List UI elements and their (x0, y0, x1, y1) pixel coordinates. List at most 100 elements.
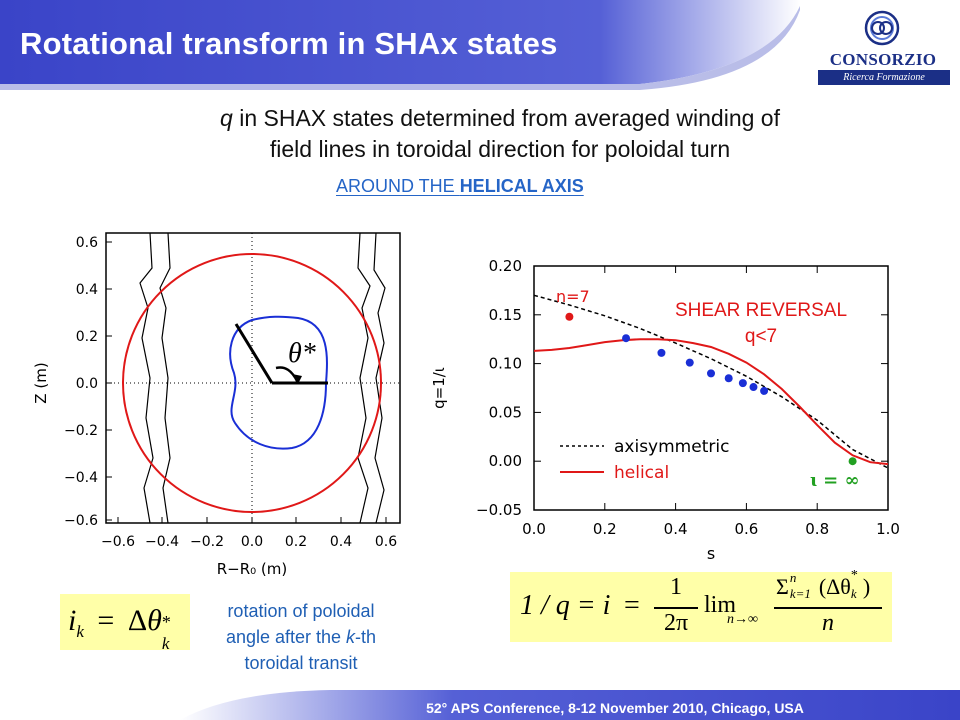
intro-line-2: field lines in toroidal direction for po… (269, 136, 731, 162)
x-tick-label: 0.2 (285, 534, 307, 550)
chart-y-axis-label: q=1/ɩ (430, 367, 448, 409)
y-tick-label: 0.15 (489, 306, 522, 324)
frac-bar (654, 607, 698, 609)
data-marker (685, 358, 694, 367)
sum-sub: k=1 (789, 586, 811, 601)
q-less-than-7-text: q<7 (744, 326, 778, 347)
x-tick-label: 1.0 (876, 520, 900, 538)
formula-caption: rotation of poloidal angle after the k-t… (198, 598, 404, 676)
x-tick-label: −0.4 (145, 534, 179, 550)
x-tick-label: 0.4 (664, 520, 688, 538)
formula-lhs: 1 / q = i (520, 590, 611, 621)
n7-annotation: n=7 (556, 287, 590, 306)
formula-eq: = (97, 604, 115, 637)
data-marker (724, 374, 733, 383)
formula-delta: Δ (127, 604, 148, 637)
y-axis-label: Z (m) (32, 362, 50, 403)
chart-frame (533, 265, 889, 511)
field-line-traces (139, 232, 386, 524)
flux-surface-plot: θ* −0.6 −0.4 −0.2 0.0 0.2 0.4 0.6 0.6 0.… (32, 232, 401, 578)
helical-series-line (533, 338, 889, 466)
data-marker (565, 312, 574, 321)
y-tick-label: 0.20 (489, 257, 522, 275)
chart-ticks: 0.0 0.2 0.4 0.6 0.8 1.0 0.20 0.15 0.10 0.05 0.00 −0… (476, 257, 900, 538)
formula-theta: θ (147, 604, 162, 637)
x-tick-marks (117, 517, 387, 523)
frac-numerator: 1 (670, 574, 682, 600)
shear-reversal-text: SHEAR REVERSAL (674, 300, 848, 321)
sum-sup: n (789, 570, 797, 585)
x-axis-label: R−R₀ (m) (217, 560, 288, 578)
y-tick-label: 0.05 (489, 403, 522, 421)
intro-line-1-rest: in SHAX states determined from averaged … (232, 105, 780, 131)
sum-frac-bar (774, 607, 882, 609)
slide-title: Rotational transform in SHAx states (20, 26, 558, 61)
x-tick-label: −0.6 (101, 534, 135, 550)
data-marker (738, 379, 747, 388)
sum-term: (Δθ (818, 574, 851, 599)
formula-star: * (161, 612, 171, 632)
x-tick-label: 0.6 (734, 520, 758, 538)
radius-line-angled (234, 323, 274, 384)
chart-markers (565, 312, 857, 466)
sigma-symbol: Σ (776, 574, 789, 599)
intro-text: q in SHAX states determined from average… (150, 103, 850, 165)
y-tick-label: −0.05 (476, 501, 522, 519)
data-marker (848, 457, 857, 466)
y-tick-label: 0.6 (76, 235, 98, 251)
sum-term-close: ) (862, 574, 871, 599)
consorzio-rfx-logo (864, 10, 900, 46)
sum-term-sub: k (850, 586, 857, 601)
footer-bar (180, 690, 960, 720)
data-marker (622, 334, 631, 343)
logo-tagline: Ricerca Formazione Innovazione (818, 70, 950, 98)
frac-denominator: 2π (663, 610, 689, 636)
footer-text: 52° APS Conference, 8-12 November 2010, … (426, 700, 804, 716)
formula-right-eq: = (624, 590, 640, 621)
wall-circle (122, 253, 382, 513)
formula-i-sub: k (76, 622, 84, 641)
iota-k-formula: ik = Δθ * k (68, 604, 174, 653)
shear-reversal-annotation: SHEAR REVERSAL q<7 (646, 298, 876, 350)
sum-denominator: n (822, 610, 834, 636)
x-tick-label: 0.2 (593, 520, 617, 538)
data-marker (749, 383, 758, 392)
chart-lines (533, 294, 889, 469)
helical-axis-link[interactable]: AROUND THE HELICAL AXIS (336, 176, 584, 197)
legend-helical-label: helical (614, 463, 669, 483)
lim-symbol: lim (704, 592, 737, 618)
q-italic: q (220, 105, 233, 131)
lim-subscript: n→∞ (727, 612, 758, 627)
q-profile-chart: 0.0 0.2 0.4 0.6 0.8 1.0 0.20 0.15 0.10 0.05 0.00 −0… (430, 257, 900, 563)
x-tick-label: 0.0 (522, 520, 546, 538)
x-tick-label: 0.4 (330, 534, 352, 550)
data-marker (657, 348, 666, 357)
y-tick-label: −0.2 (64, 423, 98, 439)
link-bold: HELICAL AXIS (459, 176, 584, 196)
data-marker (760, 386, 769, 395)
x-tick-label: 0.0 (241, 534, 263, 550)
caption-line-1: rotation of poloidal (227, 601, 375, 621)
intro-line-1: q in SHAX states determined from average… (150, 103, 850, 134)
legend-axisymmetric-label: axisymmetric (614, 437, 729, 457)
y-tick-label: 0.00 (489, 452, 522, 470)
x-tick-label: −0.2 (190, 534, 224, 550)
link-prefix: AROUND THE (336, 176, 460, 196)
caption-k: k (346, 627, 356, 647)
y-tick-label: −0.6 (64, 513, 98, 529)
x-tick-label: 0.6 (375, 534, 397, 550)
caption-line-3: toroidal transit (244, 653, 358, 673)
header-bar (0, 0, 800, 90)
sum-star: * (850, 568, 858, 583)
y-tick-label: 0.4 (76, 282, 98, 298)
plot-frame (105, 232, 401, 524)
y-tick-label: 0.0 (76, 376, 98, 392)
caption-line-2-pre: angle after the (225, 627, 347, 647)
x-tick-label: 0.8 (805, 520, 829, 538)
iota-k-formula-box: ik = Δθ * k (60, 594, 190, 653)
y-tick-label: −0.4 (64, 470, 98, 486)
angle-arrowhead (292, 374, 302, 384)
iota-infinity-annotation: ɩ = ∞ (810, 470, 859, 491)
